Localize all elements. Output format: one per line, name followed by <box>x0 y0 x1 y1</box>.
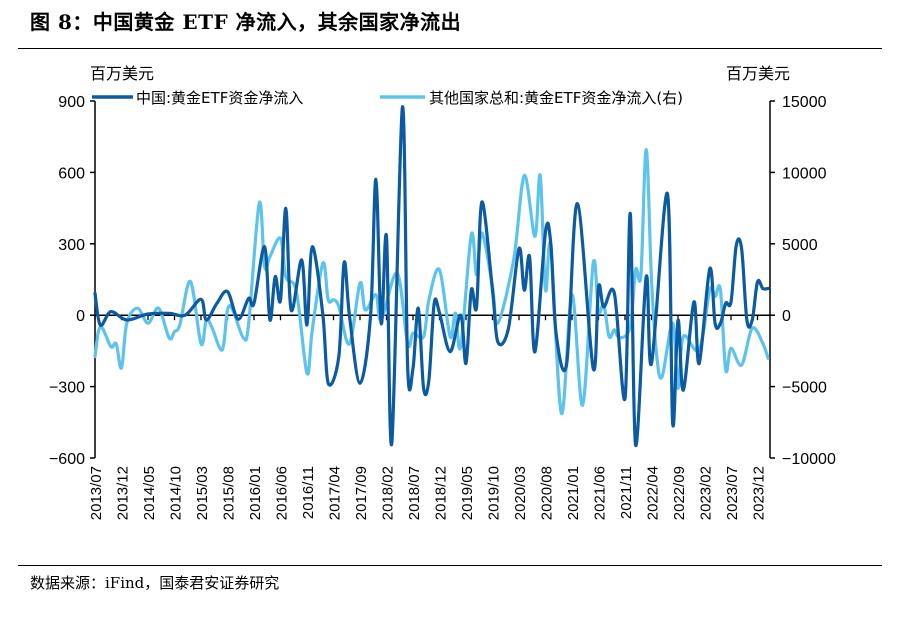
left-y-tick-label: 600 <box>58 165 85 182</box>
x-tick-label: 2020/08 <box>539 466 556 520</box>
x-tick-label: 2013/07 <box>88 466 105 520</box>
x-tick-label: 2023/07 <box>724 466 741 520</box>
x-tick-label: 2018/12 <box>433 466 450 520</box>
x-tick-label: 2016/11 <box>300 466 317 519</box>
source-divider <box>18 565 882 566</box>
x-tick-label: 2023/02 <box>698 466 715 520</box>
series-line-others <box>93 147 770 416</box>
x-tick-label: 2015/08 <box>221 466 238 520</box>
right-y-tick-label: 10000 <box>782 165 827 182</box>
legend: 中国:黄金ETF资金净流入 其他国家总和:黄金ETF资金净流入(右) <box>92 89 683 107</box>
x-tick-label: 2016/06 <box>274 466 291 520</box>
x-tick-label: 2013/12 <box>115 466 132 520</box>
x-tick-label: 2018/02 <box>380 466 397 520</box>
right-y-tick-label: −10000 <box>782 451 836 468</box>
x-tick-label: 2016/01 <box>247 466 264 520</box>
series-line-china <box>93 105 770 447</box>
x-tick-label: 2014/10 <box>168 466 185 520</box>
right-y-tick-label: 5000 <box>782 237 818 254</box>
x-tick-label: 2019/05 <box>459 466 476 520</box>
figure-title: 图 8：中国黄金 ETF 净流入，其余国家净流出 <box>30 10 462 34</box>
left-y-tick-label: −300 <box>49 380 85 397</box>
x-tick-label: 2020/03 <box>512 466 529 520</box>
x-tick-label: 2022/09 <box>671 466 688 520</box>
x-tick-label: 2017/04 <box>327 466 344 520</box>
x-tick-label: 2019/10 <box>486 466 503 520</box>
left-y-tick-label: −600 <box>49 451 85 468</box>
right-y-tick-label: 15000 <box>782 94 827 111</box>
x-tick-label: 2021/06 <box>592 466 609 520</box>
left-y-tick-label: 300 <box>58 237 85 254</box>
x-tick-label: 2021/11 <box>618 466 635 519</box>
x-tick-label: 2014/05 <box>141 466 158 520</box>
x-tick-label: 2017/09 <box>353 466 370 520</box>
right-y-tick-label: 0 <box>782 308 791 325</box>
axes: 900 600 300 0 −300 −600 15000 10000 5000 0 −5000 −1… <box>49 94 836 520</box>
title-divider <box>18 48 882 49</box>
dual-axis-line-chart: 900 600 300 0 −300 −600 15000 10000 5000 0 −5000 −1… <box>49 64 836 520</box>
source-note: 数据来源：iFind，国泰君安证券研究 <box>30 574 280 592</box>
x-tick-label: 2022/04 <box>645 466 662 520</box>
legend-label-china: 中国:黄金ETF资金净流入 <box>136 89 303 107</box>
left-axis-unit: 百万美元 <box>90 64 154 83</box>
right-axis-unit: 百万美元 <box>726 64 790 83</box>
left-y-tick-label: 900 <box>58 94 85 111</box>
left-y-tick-label: 0 <box>76 308 85 325</box>
x-tick-label: 2015/03 <box>194 466 211 520</box>
x-tick-label: 2023/12 <box>751 466 768 520</box>
x-tick-label: 2018/07 <box>406 466 423 520</box>
right-y-tick-label: −5000 <box>782 380 827 397</box>
legend-label-others: 其他国家总和:黄金ETF资金净流入(右) <box>429 89 683 107</box>
series-lines <box>93 105 770 447</box>
x-tick-label: 2021/01 <box>565 466 582 520</box>
